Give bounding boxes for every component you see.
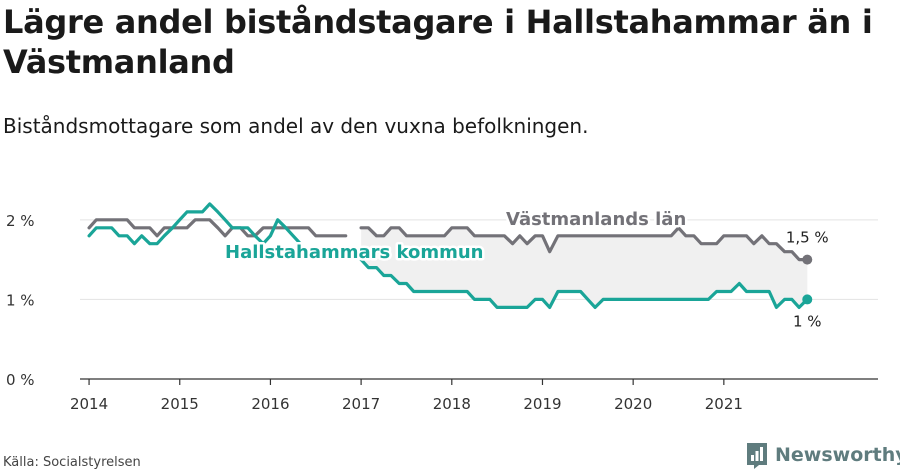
y-tick-label: 2 % xyxy=(6,212,35,230)
x-tick-label: 2016 xyxy=(251,395,289,413)
source-note: Källa: Socialstyrelsen xyxy=(3,455,141,470)
x-tick-label: 2014 xyxy=(70,395,108,413)
x-tick-label: 2021 xyxy=(705,395,743,413)
y-tick-label: 1 % xyxy=(6,291,35,309)
chart-subtitle: Biståndsmottagare som andel av den vuxna… xyxy=(3,114,589,138)
municipality-line xyxy=(87,202,302,246)
x-tick-label: 2017 xyxy=(342,395,380,413)
x-tick-label: 2020 xyxy=(614,395,652,413)
municipality-end-label: 1 % xyxy=(793,312,822,330)
municipality-line xyxy=(359,258,809,309)
region-line xyxy=(87,218,348,238)
y-tick-label: 0 % xyxy=(6,371,35,389)
municipality-series-label: Hallstahammars kommun xyxy=(225,242,484,263)
newsworthy-logo: Newsworthy xyxy=(745,441,900,469)
brand-name: Newsworthy xyxy=(775,444,900,466)
newsworthy-logo-icon xyxy=(747,443,767,469)
gap-area xyxy=(361,227,808,308)
region-line xyxy=(359,226,809,262)
region-end-point xyxy=(802,254,813,265)
municipality-end-point xyxy=(802,294,813,305)
x-tick-label: 2015 xyxy=(161,395,199,413)
x-tick-label: 2019 xyxy=(523,395,561,413)
region-end-label: 1,5 % xyxy=(786,229,829,247)
chart-title: Lägre andel biståndstagare i Hallstahamm… xyxy=(3,3,873,81)
x-tick-label: 2018 xyxy=(433,395,471,413)
region-series-label: Västmanlands län xyxy=(506,209,686,230)
